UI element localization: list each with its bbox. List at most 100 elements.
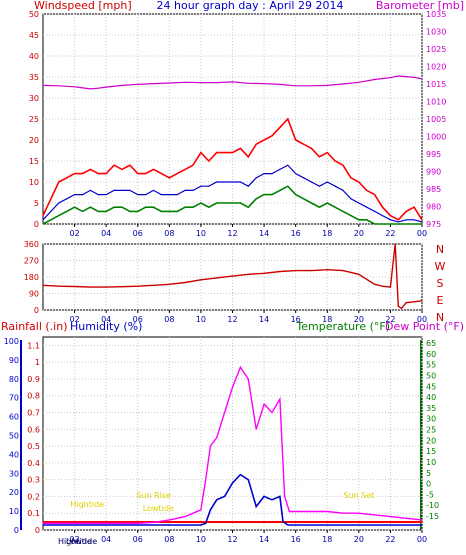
barometer-line-point-2 (74, 86, 76, 88)
windspeed-avg-line-point-0 (42, 219, 44, 221)
barometer-line-point-4 (89, 88, 91, 90)
rainfall-tick-1.1: 1.1 (27, 341, 40, 350)
humidity-line-point-6 (224, 495, 226, 497)
windspeed-low-line-point-18 (184, 206, 186, 208)
windspeed-low-line-point-31 (287, 185, 289, 187)
x-tick-label-16: 16 (291, 229, 301, 238)
windspeed-low-line-point-33 (303, 198, 305, 200)
rainfall-line-point-24 (284, 495, 286, 497)
windspeed-tick-45: 45 (29, 31, 39, 40)
x-tick-label-12: 12 (227, 229, 237, 238)
windspeed-tick-20: 20 (29, 136, 39, 145)
windspeed-avg-line-point-34 (310, 181, 313, 183)
rainfall-axis-label: Rainfall (.in) (1, 320, 68, 333)
windspeed-low-line-point-6 (89, 206, 91, 208)
wind-direction-line-point-4 (105, 286, 107, 288)
wind-direction-line-point-2 (74, 285, 76, 288)
windspeed-gust-line-point-22 (216, 152, 218, 154)
humidity-tick-80: 80 (9, 375, 19, 384)
rainfall-line-point-27 (310, 510, 313, 513)
windspeed-gust-line-point-2 (58, 181, 60, 183)
barometer-ticks: 975 980 985 990 995 1000 1005 1010 1015 1020 1025 1… (426, 10, 446, 229)
wind-direction-line-point-29 (421, 300, 423, 302)
windspeed-avg-line-point-33 (303, 177, 305, 179)
humidity-axis-label: Humidity (%) (70, 320, 142, 333)
windspeed-avg-line-point-8 (105, 194, 107, 196)
rainfall-line-point-23 (279, 398, 281, 400)
windspeed-avg-line-point-14 (152, 189, 155, 191)
windspeed-low-line-point-1 (50, 219, 52, 221)
wind-direction-line-point-28 (413, 301, 415, 303)
windspeed-avg-line-point-13 (145, 194, 147, 196)
barometer-line-point-26 (405, 76, 407, 78)
x-tick-label-22: 22 (385, 229, 395, 238)
rainfall-ticks: 0 0.1 0.2 0.3 0.4 0.5 0.6 0.7 0.8 0.9 1 1.1 (27, 341, 40, 535)
windspeed-low-line-point-34 (310, 202, 313, 204)
rainfall-tick-0.7: 0.7 (27, 409, 40, 418)
windspeed-gust-line-point-44 (389, 215, 391, 217)
direction-tick-90: 90 (29, 290, 39, 299)
humidity-tick-60: 60 (9, 413, 19, 422)
rainfall-line-point-13 (205, 479, 207, 481)
rainfall-tick-0.9: 0.9 (27, 375, 40, 384)
temperature-tick--10: -10 (426, 501, 439, 510)
rainfall-line-point-3 (89, 522, 91, 524)
windspeed-gust-line-point-19 (192, 164, 194, 166)
windspeed-low-line-point-8 (105, 210, 107, 212)
windspeed-gust-line-point-45 (397, 219, 399, 221)
bottom-label-0: Hightide (58, 537, 92, 546)
windspeed-gust-line-point-27 (255, 143, 257, 145)
humidity-line-point-5 (216, 499, 218, 501)
windspeed-gust-line-point-10 (121, 168, 123, 170)
barometer-line-point-6 (105, 86, 107, 88)
x-tick-label-14: 14 (259, 229, 269, 238)
windspeed-avg-line-point-36 (326, 181, 328, 183)
wind-direction-line-point-9 (184, 281, 186, 284)
windspeed-gust-line-point-16 (168, 177, 170, 179)
annotation-0: Hightide (70, 500, 104, 509)
humidity-line-point-4 (209, 509, 211, 511)
compass-label-4: N (436, 311, 444, 324)
barometer-line-point-7 (121, 84, 123, 86)
windspeed-gust-line-point-11 (129, 164, 131, 166)
temperature-tick-5: 5 (426, 469, 431, 478)
rainfall-line-point-11 (192, 512, 194, 514)
rainfall-line-point-16 (224, 411, 226, 414)
windspeed-gust-line-point-17 (176, 173, 178, 175)
wind-direction-line-point-13 (247, 273, 249, 275)
wind-direction-line-point-16 (295, 270, 297, 272)
windspeed-avg-line-point-27 (255, 177, 257, 179)
humidity-tick-20: 20 (9, 488, 19, 497)
x-tick-label-00: 00 (417, 315, 427, 324)
rainfall-line-point-2 (74, 522, 76, 524)
temperature-tick-55: 55 (426, 361, 436, 370)
dewpoint-axis-label: Dew Point (°F) (385, 320, 464, 333)
windspeed-avg-line-point-38 (342, 189, 344, 191)
windspeed-avg-line-point-42 (374, 210, 376, 212)
windspeed-low-line-point-7 (97, 210, 99, 212)
barometer-line-point-25 (397, 75, 399, 77)
windspeed-gust-line-point-33 (303, 143, 305, 145)
windspeed-gust-line-point-30 (279, 126, 281, 128)
rainfall-line-point-15 (216, 437, 218, 439)
windspeed-low-line-point-44 (389, 223, 391, 225)
rain-humidity-temp-panel: Rainfall (.in) Humidity (%) Temperature … (1, 320, 464, 546)
rainfall-line-point-34 (421, 519, 423, 521)
barometer-line-point-10 (168, 82, 170, 84)
x-tick-label-10: 10 (196, 315, 206, 324)
windspeed-low-line-point-45 (397, 223, 399, 225)
x-tick-label-08: 08 (164, 535, 174, 544)
windspeed-low-line-point-12 (137, 210, 139, 212)
barometer-line-point-16 (263, 83, 265, 85)
wind-direction-line-point-25 (397, 305, 399, 307)
windspeed-gust-line-point-39 (350, 177, 352, 179)
windspeed-low-line-point-10 (121, 206, 123, 208)
barometer-line-point-1 (58, 85, 60, 87)
humidity-tick-0: 0 (14, 526, 19, 535)
wind-direction-line-point-24 (394, 243, 396, 245)
barometer-line-point-20 (326, 84, 328, 86)
barometer-line-point-18 (295, 85, 297, 87)
windspeed-gust-line-point-34 (310, 147, 313, 149)
rainfall-line-point-25 (288, 510, 290, 513)
